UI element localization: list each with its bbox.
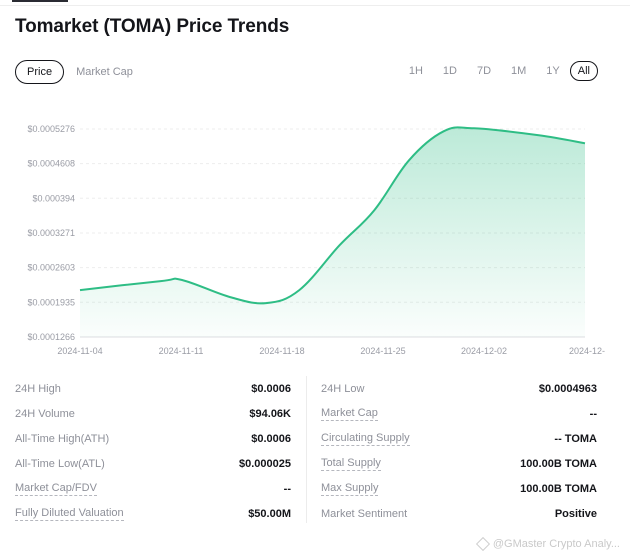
stat-value: --	[283, 482, 291, 495]
y-tick-label: $0.0001266	[27, 332, 75, 342]
stat-row-24h-volume: 24H Volume $94.06K	[15, 401, 291, 426]
x-tick-label: 2024-11-25	[360, 346, 405, 356]
stat-row-circulating-supply: Circulating Supply -- TOMA	[321, 426, 597, 451]
range-all[interactable]: All	[569, 61, 598, 81]
range-1m[interactable]: 1M	[511, 65, 527, 77]
stats-right-column: 24H Low $0.0004963 Market Cap -- Circula…	[321, 376, 597, 526]
column-divider	[306, 376, 307, 523]
stat-row-market-cap-fdv: Market Cap/FDV --	[15, 476, 291, 501]
y-tick-label: $0.0002603	[27, 263, 75, 273]
stat-label-tooltip[interactable]: Max Supply	[321, 481, 379, 496]
stat-label: 24H Low	[321, 382, 365, 395]
y-tick-label: $0.0001935	[27, 297, 75, 307]
stat-value: $94.06K	[249, 407, 291, 420]
stat-label: All-Time Low(ATL)	[15, 457, 105, 470]
x-tick-label: 2024-12-02	[461, 346, 507, 356]
stat-value: $0.0006	[251, 382, 291, 395]
stat-value: $50.00M	[248, 507, 291, 520]
stat-row-max-supply: Max Supply 100.00B TOMA	[321, 476, 597, 501]
stat-label-tooltip[interactable]: Market Cap	[321, 406, 378, 421]
y-tick-label: $0.000394	[32, 193, 75, 203]
stat-row-market-sentiment: Market Sentiment Positive	[321, 501, 597, 526]
stat-row-24h-low: 24H Low $0.0004963	[321, 376, 597, 401]
diamond-icon	[475, 536, 490, 552]
stat-label-tooltip[interactable]: Circulating Supply	[321, 431, 410, 446]
stats-left-column: 24H High $0.0006 24H Volume $94.06K All-…	[15, 376, 291, 526]
stat-label: 24H High	[15, 382, 61, 395]
range-1d[interactable]: 1D	[442, 65, 457, 77]
stat-value: 100.00B TOMA	[520, 482, 597, 495]
price-chart[interactable]: $0.0005276 $0.0004608 $0.000394 $0.0003271 $…	[0, 110, 630, 360]
y-tick-label: $0.0003271	[27, 228, 75, 238]
tab-market-cap[interactable]: Market Cap	[76, 66, 133, 78]
price-line	[79, 126, 586, 305]
stat-label: All-Time High(ATH)	[15, 432, 110, 445]
stat-label-tooltip[interactable]: Fully Diluted Valuation	[15, 506, 124, 521]
tab-price[interactable]: Price	[15, 60, 65, 84]
stat-row-fdv: Fully Diluted Valuation $50.00M	[15, 501, 291, 526]
price-area-fill	[80, 127, 585, 337]
x-tick-label: 2024-12-	[569, 346, 605, 356]
stat-value: --	[589, 407, 597, 420]
y-axis-labels: $0.0005276 $0.0004608 $0.000394 $0.0003271 $…	[27, 124, 75, 342]
page-title: Tomarket (TOMA) Price Trends	[15, 16, 290, 37]
watermark-text: @GMaster Crypto Analy...	[492, 538, 620, 550]
top-divider	[0, 5, 630, 6]
range-1y[interactable]: 1Y	[546, 65, 560, 77]
stat-label: 24H Volume	[15, 407, 75, 420]
stat-label-tooltip[interactable]: Market Cap/FDV	[15, 481, 97, 496]
top-tab-indicator	[12, 0, 68, 2]
range-1h[interactable]: 1H	[408, 65, 423, 77]
stat-row-ath: All-Time High(ATH) $0.0006	[15, 426, 291, 451]
stat-value: -- TOMA	[554, 432, 597, 445]
stat-row-total-supply: Total Supply 100.00B TOMA	[321, 451, 597, 476]
stat-value: Positive	[554, 507, 597, 520]
stat-row-atl: All-Time Low(ATL) $0.000025	[15, 451, 291, 476]
stat-value: 100.00B TOMA	[520, 457, 597, 470]
stat-row-market-cap: Market Cap --	[321, 401, 597, 426]
x-tick-label: 2024-11-18	[259, 346, 304, 356]
stat-value: $0.0004963	[538, 382, 597, 395]
stat-row-24h-high: 24H High $0.0006	[15, 376, 291, 401]
x-tick-label: 2024-11-11	[159, 346, 204, 356]
stat-value: $0.000025	[239, 457, 291, 470]
stat-label-tooltip[interactable]: Total Supply	[321, 456, 381, 471]
y-tick-label: $0.0004608	[27, 159, 75, 169]
x-tick-label: 2024-11-04	[57, 346, 102, 356]
range-7d[interactable]: 7D	[476, 65, 492, 77]
stat-value: $0.0006	[251, 432, 291, 445]
y-tick-label: $0.0005276	[27, 124, 75, 134]
watermark: @GMaster Crypto Analy...	[475, 536, 620, 552]
time-range-tabs: 1H 1D 7D 1M 1Y All	[399, 61, 598, 81]
x-axis-labels: 2024-11-04 2024-11-11 2024-11-18 2024-11-25…	[57, 346, 605, 356]
metric-tabs: Price Market Cap	[15, 60, 145, 84]
stat-label: Market Sentiment	[321, 507, 408, 520]
